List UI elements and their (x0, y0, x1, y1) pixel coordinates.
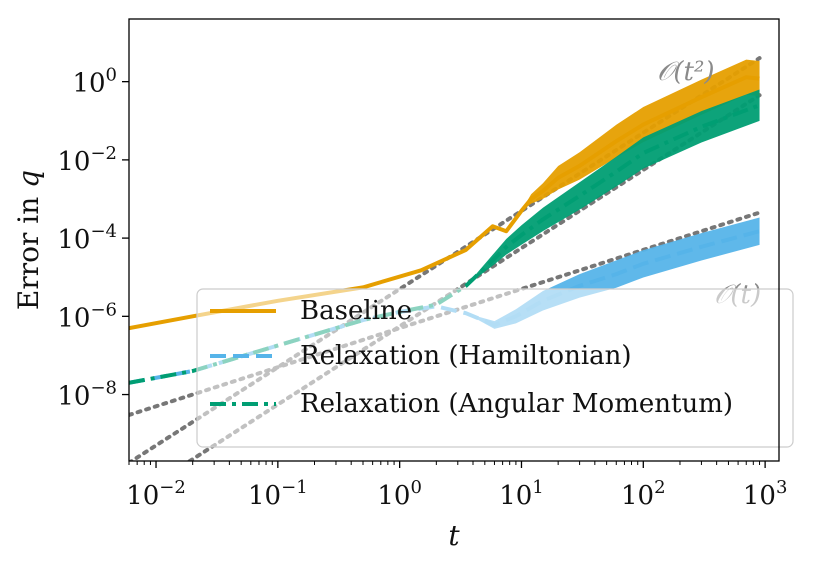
y-tick-label: 10−8 (57, 378, 117, 412)
legend-label-1: Baseline (300, 296, 412, 326)
x-tick-label: 103 (743, 477, 788, 511)
plot-frame (128, 18, 780, 462)
y-tick-label: 10−6 (57, 299, 117, 333)
legend-label-3: Relaxation (Angular Momentum) (300, 389, 733, 419)
x-axis-label: t (448, 519, 460, 552)
x-tick-label: 100 (377, 477, 422, 511)
y-tick-label: 10−4 (57, 221, 117, 255)
axis-ticks: 10−2 10−1 100 101 102 103 10−8 10−6 10−4 10−2 100 (57, 65, 787, 511)
y-tick-label: 10−2 (57, 143, 117, 177)
axis-labels: t Error in q (12, 170, 460, 552)
series-band-3 (129, 89, 760, 383)
y-tick-label: 100 (72, 65, 117, 99)
x-tick-label: 10−1 (248, 477, 308, 511)
legend: Baseline Relaxation (Hamiltonian) Relaxati… (196, 288, 794, 448)
x-tick-label: 10−2 (126, 477, 186, 511)
y-axis-label: Error in q (12, 170, 45, 310)
x-tick-label: 102 (621, 477, 666, 511)
series-1 (129, 59, 760, 331)
legend-label-2: Relaxation (Hamiltonian) (300, 341, 632, 371)
annotation-order-t-squared: 𝒪(t²) (657, 57, 715, 87)
legend-box (196, 288, 794, 448)
x-tick-label: 101 (499, 477, 544, 511)
series-band-1 (129, 59, 760, 329)
